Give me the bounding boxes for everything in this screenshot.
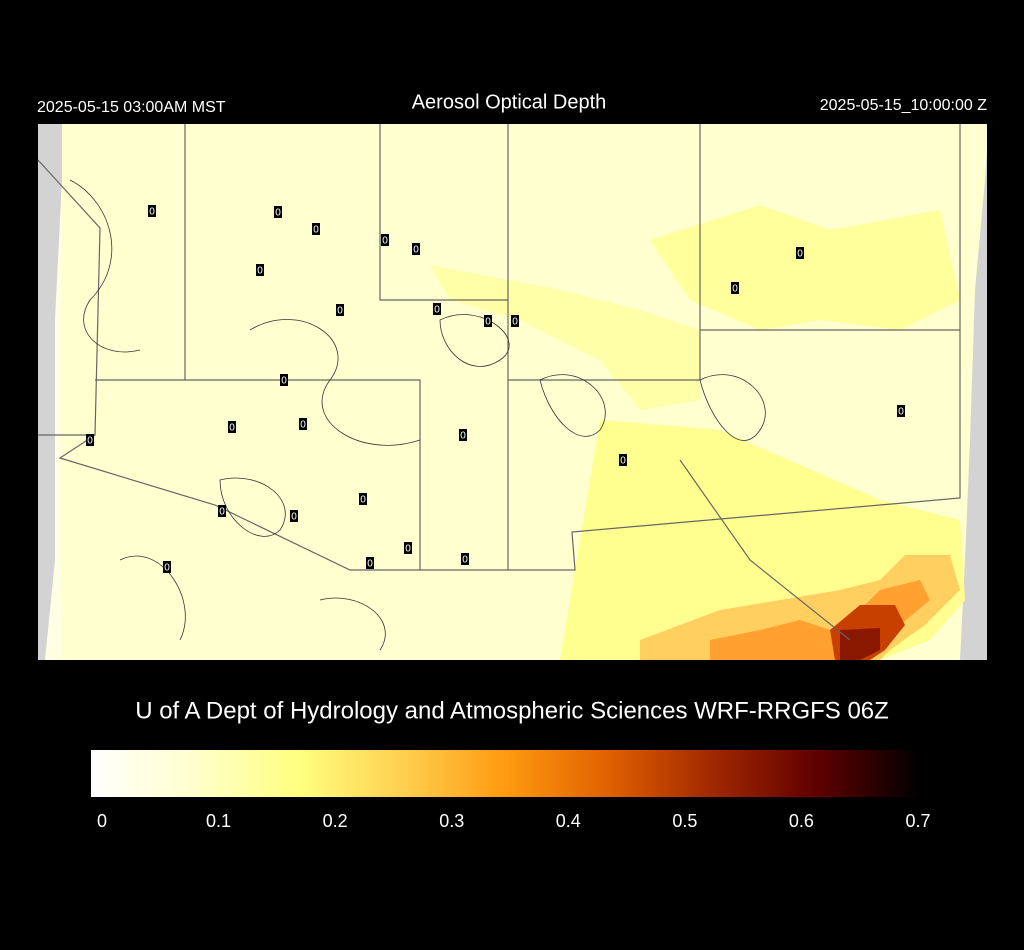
- aod-field: [430, 265, 700, 410]
- station-value: 0: [87, 436, 93, 447]
- terrain-contours: [69, 179, 766, 651]
- station-box: [511, 315, 519, 327]
- station-value: 0: [313, 225, 319, 236]
- station-value: 0: [275, 208, 281, 219]
- colorbar-tick-label: 0.6: [789, 811, 814, 831]
- station-value: 0: [512, 317, 518, 328]
- station-value: 0: [382, 236, 388, 247]
- station-box: [412, 243, 420, 255]
- station-value: 0: [291, 512, 297, 523]
- station-value: 0: [413, 245, 419, 256]
- station-value: 0: [149, 207, 155, 218]
- station-value: 0: [164, 563, 170, 574]
- station-box: [459, 429, 467, 441]
- station-box: [218, 505, 226, 517]
- borders: [37, 124, 961, 641]
- station-box: [619, 454, 627, 466]
- utc-time: 2025-05-15_10:00:00 Z: [820, 97, 987, 114]
- map-title: Aerosol Optical Depth: [412, 91, 607, 113]
- station-value: 0: [360, 495, 366, 506]
- station-box: [796, 247, 804, 259]
- aod-field: [650, 205, 960, 330]
- station-box: [404, 542, 412, 554]
- colorbar-tick-label: 0.1: [206, 811, 231, 831]
- station-value: 0: [620, 456, 626, 467]
- station-box: [290, 510, 298, 522]
- colorbar-tick-label: 0.3: [439, 811, 464, 831]
- station-value: 0: [485, 317, 491, 328]
- station-value: 0: [337, 306, 343, 317]
- map: 0 0 0 0 0 0 0 0 0 0 0 0 0 0 0 0 0 0 0 0 0 0 0 0 0 0: [37, 124, 987, 660]
- local-time: 2025-05-15 03:00AM MST: [37, 99, 226, 116]
- stations: 0 0 0 0 0 0 0 0 0 0 0 0 0 0 0 0 0 0 0 0 0 0 0 0 0 0: [86, 205, 905, 574]
- station-box: [274, 206, 282, 218]
- station-box: [86, 434, 94, 446]
- no-data: [38, 124, 62, 660]
- station-value: 0: [281, 376, 287, 387]
- station-box: [381, 234, 389, 246]
- station-value: 0: [434, 305, 440, 316]
- station-value: 0: [257, 266, 263, 277]
- station-box: [433, 303, 441, 315]
- colorbar-tick-label: 0.7: [905, 811, 930, 831]
- station-box: [731, 282, 739, 294]
- station-box: [359, 493, 367, 505]
- station-box: [163, 561, 171, 573]
- station-value: 0: [898, 407, 904, 418]
- station-value: 0: [405, 544, 411, 555]
- colorbar: 0 0.1 0.2 0.3 0.4 0.5 0.6 0.7: [91, 750, 931, 831]
- colorbar-tick-label: 0.4: [556, 811, 581, 831]
- station-box: [484, 315, 492, 327]
- station-value: 0: [460, 431, 466, 442]
- station-value: 0: [229, 423, 235, 434]
- station-box: [280, 374, 288, 386]
- credit: U of A Dept of Hydrology and Atmospheric…: [135, 697, 889, 724]
- station-box: [228, 421, 236, 433]
- station-value: 0: [367, 559, 373, 570]
- station-box: [299, 418, 307, 430]
- colorbar-ramp: [91, 750, 920, 797]
- colorbar-tick-label: 0.5: [672, 811, 697, 831]
- colorbar-tick-label: 0: [97, 811, 107, 831]
- station-box: [366, 557, 374, 569]
- station-value: 0: [462, 555, 468, 566]
- station-box: [312, 223, 320, 235]
- no-data: [960, 150, 987, 660]
- colorbar-tick-label: 0.2: [323, 811, 348, 831]
- station-value: 0: [732, 284, 738, 295]
- station-value: 0: [300, 420, 306, 431]
- station-box: [148, 205, 156, 217]
- station-value: 0: [219, 507, 225, 518]
- station-box: [461, 553, 469, 565]
- station-value: 0: [797, 249, 803, 260]
- station-box: [256, 264, 264, 276]
- station-box: [336, 304, 344, 316]
- station-box: [897, 405, 905, 417]
- aod-field: [840, 628, 880, 660]
